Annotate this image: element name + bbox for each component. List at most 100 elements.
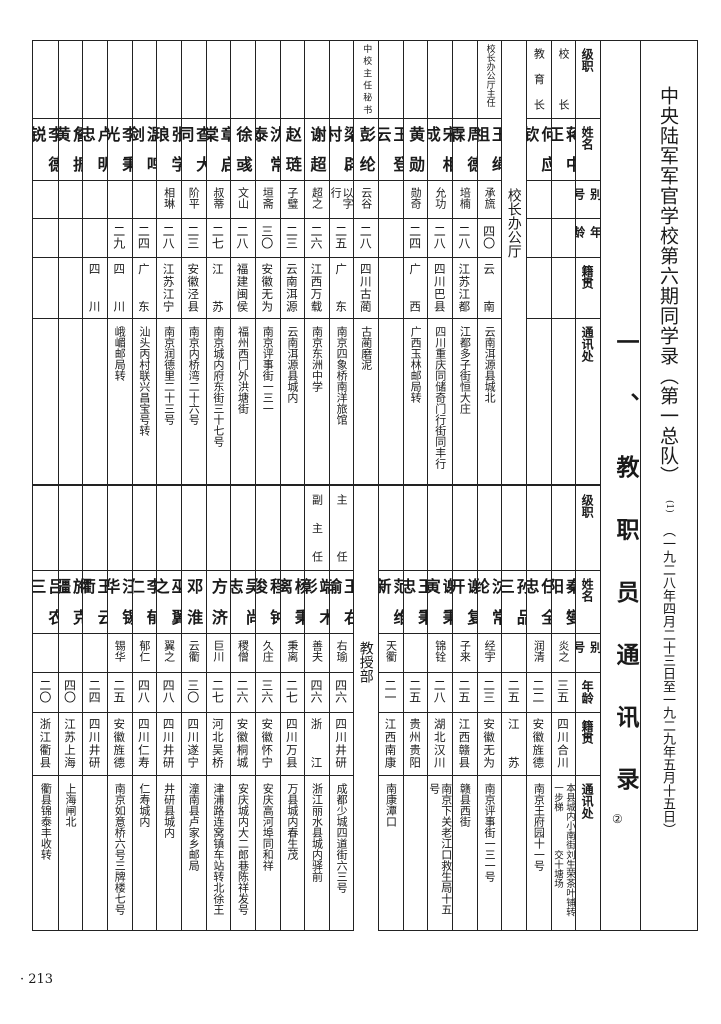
column-divider xyxy=(156,40,158,484)
age-text: 二六 xyxy=(235,679,250,703)
entry-age: 四六 xyxy=(304,672,329,712)
address-line: 万县城内春生茂 xyxy=(285,783,299,860)
entry-rank xyxy=(132,40,157,118)
entry-age: 二三 xyxy=(280,218,305,257)
entry-rank: 副主任 xyxy=(304,486,329,570)
column-divider xyxy=(452,40,454,484)
entry-address: 南康潭口 xyxy=(378,775,403,931)
entry-origin: 福建闽侯 xyxy=(230,257,255,318)
entry-alias xyxy=(58,180,83,218)
row-divider xyxy=(33,118,600,119)
entry-rank xyxy=(107,40,132,118)
column-divider xyxy=(353,486,355,931)
origin-text: 江苏上海 xyxy=(62,718,77,768)
entry-name: 吴尚志 xyxy=(230,570,255,633)
age-text: 三〇 xyxy=(185,679,200,703)
name-text: 何应钦 xyxy=(526,126,551,172)
origin-text: 云南 xyxy=(482,263,497,312)
entry-address: 成都少城四道街六三号 xyxy=(329,775,354,931)
origin-text: 江苏江宁 xyxy=(161,263,176,312)
entry-name: 梁辟村 xyxy=(329,118,354,180)
origin-text: 广东 xyxy=(334,263,349,312)
entry-name: 秦燮阳 xyxy=(551,570,576,633)
entry-origin xyxy=(378,257,403,318)
column-divider xyxy=(378,40,380,484)
entry-rank xyxy=(58,486,83,570)
column-header: 别号 xyxy=(575,188,600,200)
rank-line: 中校主任秘书 xyxy=(361,44,372,114)
name-text: 吴尚志 xyxy=(230,578,255,625)
row-divider xyxy=(33,775,600,776)
address-line: 刘生荣茶叶铺转交十塘场 xyxy=(552,849,576,917)
age-text: 二五 xyxy=(333,225,348,249)
age-text: 四六 xyxy=(333,679,348,703)
entry-age: 二一 xyxy=(378,672,403,712)
entry-name: 端木彰 xyxy=(304,570,329,633)
name-text: 谢秉寅 xyxy=(427,578,453,625)
origin-text: 四川古蔺 xyxy=(358,263,373,312)
column-divider xyxy=(550,486,552,931)
entry-name: 程钟俊 xyxy=(255,570,280,633)
entry-rank xyxy=(551,486,576,570)
entry-origin: 云南 xyxy=(477,257,502,318)
entry-rank xyxy=(82,40,107,118)
age-text: 四六 xyxy=(309,679,323,703)
name-text: 吕农三 xyxy=(33,578,58,625)
column-divider xyxy=(106,486,108,931)
entry-name: 王绳祖 xyxy=(477,118,502,180)
name-text: 汪锡华 xyxy=(106,578,132,625)
entry-rank xyxy=(526,486,551,570)
name-text: 李秉光 xyxy=(106,126,132,172)
entry-rank: 教育长 xyxy=(526,40,551,118)
name-text: 程钟俊 xyxy=(254,578,280,625)
address-line: 上海闸北 xyxy=(63,783,77,827)
entry-origin: 贵州贵阳 xyxy=(403,712,428,775)
entry-alias: 勋奇 xyxy=(403,180,428,218)
rank-line: 教育长 xyxy=(532,48,546,110)
name-text: 黄勋 xyxy=(406,126,426,172)
origin-text: 浙江衢县 xyxy=(38,718,53,768)
entry-address: 本县城内小南街一步梯 刘生荣茶叶铺转交十塘场 xyxy=(551,775,576,931)
entry-alias xyxy=(82,180,107,218)
entry-age: 二七 xyxy=(206,218,231,257)
entry-rank xyxy=(378,40,403,118)
entry-age: 二九 xyxy=(107,218,132,257)
entry-rank xyxy=(156,40,181,118)
alias-text: 相琳 xyxy=(162,187,176,209)
column-header: 籍贯 xyxy=(580,720,595,744)
name-text: 张学琅 xyxy=(156,126,181,172)
column-divider xyxy=(526,486,528,931)
entry-age: 二三 xyxy=(181,218,206,257)
row-divider xyxy=(33,257,600,258)
entry-address: 南京下关老江口救生局十五号 xyxy=(427,775,452,931)
entry-alias: 云谷 xyxy=(353,180,378,218)
entry-name: 周德霖 xyxy=(452,118,477,180)
entry-rank xyxy=(255,40,280,118)
entry-age: 三六 xyxy=(255,672,280,712)
column-divider xyxy=(575,40,577,484)
age-text: 四〇 xyxy=(62,679,77,703)
name-text: 李德锐 xyxy=(33,126,58,172)
name-text: 李郁仁 xyxy=(131,578,157,625)
entry-rank xyxy=(452,40,477,118)
entry-alias: 久庄 xyxy=(255,633,280,672)
row-divider xyxy=(33,180,600,181)
column-header: 年龄 xyxy=(575,226,600,238)
section-label-column xyxy=(502,41,527,484)
entry-origin: 安徽旌德 xyxy=(107,712,132,775)
entry-name: 宋相成 xyxy=(427,118,452,180)
alias-text: 锦铨 xyxy=(433,640,447,662)
alias-text: 以字行 xyxy=(329,187,354,209)
column-divider xyxy=(501,40,503,484)
entry-name: 黄勋 xyxy=(403,118,428,180)
entry-address: 江都多子街恒大庄 xyxy=(452,318,477,484)
age-text: 二八 xyxy=(432,679,447,703)
entry-alias xyxy=(501,633,526,672)
entry-name: 徐彧 xyxy=(230,118,255,180)
name-text: 王右瑜 xyxy=(328,578,354,625)
entry-address: 福州西门外洪塘街 xyxy=(230,318,255,484)
origin-text: 江苏 xyxy=(210,263,225,312)
entry-origin: 四川仁寿 xyxy=(132,712,157,775)
entry-origin: 四川 xyxy=(82,257,107,318)
row-divider xyxy=(33,218,600,219)
